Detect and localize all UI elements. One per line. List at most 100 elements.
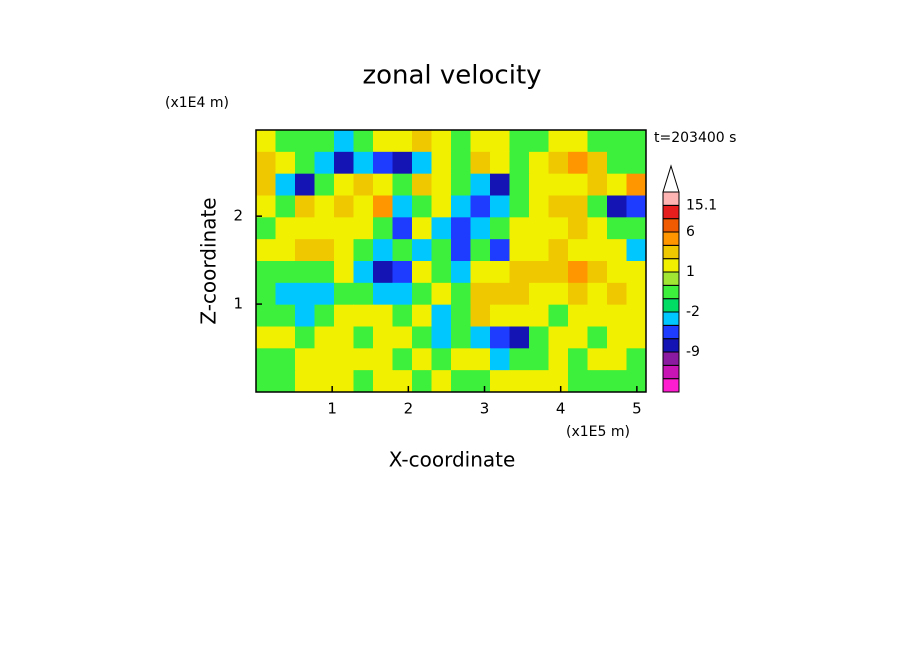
contour-cell: [548, 304, 569, 327]
contour-cell: [314, 326, 335, 349]
contour-cell: [607, 348, 627, 371]
contour-cell: [626, 151, 647, 175]
contour-cell: [548, 239, 569, 262]
contour-cell: [295, 370, 315, 393]
contour-cell: [392, 195, 413, 218]
contour-cell: [275, 217, 296, 240]
contour-cell: [490, 282, 510, 306]
contour-cell: [451, 261, 471, 284]
x-tick-label: 2: [404, 400, 414, 418]
contour-cell: [412, 173, 432, 196]
contour-cell: [392, 217, 413, 240]
contour-cell: [412, 304, 432, 327]
contour-cell: [548, 195, 569, 218]
contour-cell: [353, 282, 374, 306]
contour-cell: [568, 348, 588, 371]
contour-cell: [275, 326, 296, 349]
contour-cell: [295, 130, 315, 153]
contour-cell: [509, 195, 530, 218]
contour-cell: [431, 326, 452, 349]
colorbar: 15.1 6 1 -2 -9: [662, 164, 717, 393]
contour-cell: [568, 151, 588, 175]
contour-cell: [275, 130, 296, 153]
contour-cell: [295, 217, 315, 240]
colorbar-box: [662, 378, 680, 393]
contour-cell: [353, 348, 374, 371]
contour-cell: [470, 326, 491, 349]
contour-cell: [314, 151, 335, 175]
y-unit: (x1E4 m): [165, 95, 229, 111]
contour-cell: [490, 304, 510, 327]
contour-cell: [392, 173, 413, 196]
contour-cell: [431, 261, 452, 284]
contour-cell: [451, 304, 471, 327]
contour-cell: [490, 370, 510, 393]
colorbar-box: [662, 231, 680, 246]
contour-cell: [529, 217, 549, 240]
contour-cell: [587, 261, 608, 284]
contour-cell: [529, 173, 549, 196]
contour-cell: [334, 348, 354, 371]
contour-cell: [256, 239, 276, 262]
contour-cell: [451, 173, 471, 196]
contour-cell: [334, 239, 354, 262]
contour-cell: [470, 282, 491, 306]
contour-cell: [275, 239, 296, 262]
contour-cell: [295, 195, 315, 218]
contour-cell: [314, 370, 335, 393]
contour-cell: [626, 239, 647, 262]
contour-cell: [431, 239, 452, 262]
contour-cell: [587, 195, 608, 218]
contour-cell: [626, 261, 647, 284]
contour-cell: [607, 304, 627, 327]
contour-cell: [334, 151, 354, 175]
contour-cell: [568, 261, 588, 284]
contour-cell: [451, 130, 471, 153]
contour-cell: [275, 348, 296, 371]
contour-cell: [607, 282, 627, 306]
contour-cell: [392, 348, 413, 371]
contour-cell: [256, 173, 276, 196]
contour-cell: [607, 217, 627, 240]
contour-cell: [373, 261, 393, 284]
contour-cell: [314, 261, 335, 284]
contour-cell: [256, 261, 276, 284]
contour-cell: [470, 261, 491, 284]
colorbar-box: [662, 271, 680, 286]
colorbar-box: [662, 258, 680, 273]
contour-cell: [529, 261, 549, 284]
contour-cell: [451, 282, 471, 306]
colorbar-box: [662, 364, 680, 380]
contour-cell: [431, 348, 452, 371]
contour-cell: [587, 348, 608, 371]
x-unit: (x1E5 m): [566, 424, 630, 440]
contour-cell: [626, 282, 647, 306]
colorbar-box: [662, 338, 680, 353]
contour-cell: [431, 173, 452, 196]
x-tick-label: 5: [632, 400, 642, 418]
contour-cell: [295, 151, 315, 175]
contour-cell: [509, 261, 530, 284]
contour-cell: [295, 282, 315, 306]
contour-cell: [314, 130, 335, 153]
contour-cell: [295, 304, 315, 327]
contour-cell: [470, 217, 491, 240]
contour-cell: [490, 348, 510, 371]
contour-cell: [529, 370, 549, 393]
contour-cell: [256, 370, 276, 393]
contour-cell: [529, 304, 549, 327]
contour-cell: [568, 239, 588, 262]
contour-cell: [314, 195, 335, 218]
contour-cell: [353, 239, 374, 262]
colorbar-box: [662, 218, 680, 233]
contour-cell: [431, 282, 452, 306]
contour-cell: [548, 130, 569, 153]
contour-cell: [548, 173, 569, 196]
contour-cell: [295, 239, 315, 262]
contour-cell: [373, 370, 393, 393]
contour-cell: [314, 304, 335, 327]
contour-cell: [470, 348, 491, 371]
contour-cell: [373, 217, 393, 240]
contour-cell: [314, 217, 335, 240]
contour-cell: [470, 239, 491, 262]
